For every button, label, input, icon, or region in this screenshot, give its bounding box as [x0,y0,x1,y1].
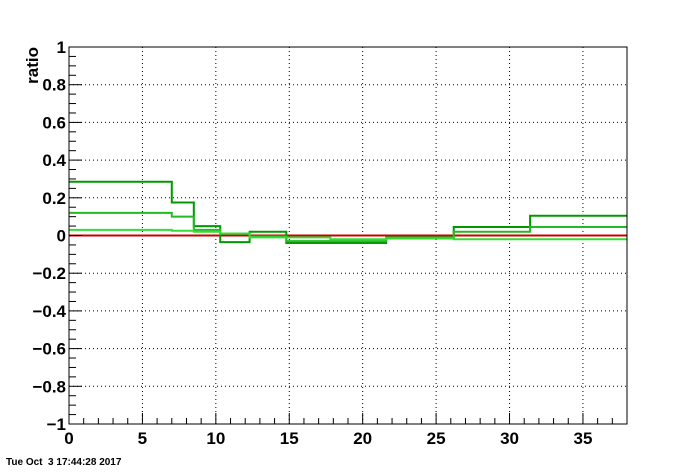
y-tick-label: 1 [57,38,66,57]
x-tick-label: 10 [206,429,225,448]
y-tick-label: −0.4 [32,302,66,321]
x-tick-label: 30 [500,429,519,448]
series-line-2 [69,180,627,245]
y-tick-label: 0.6 [42,113,66,132]
x-axis-ticks: 0 5 10 15 20 25 30 35 [64,413,628,448]
y-axis-label: ratio [23,47,42,84]
series-group [69,180,627,245]
y-tick-label: 0 [57,227,66,246]
y-tick-label: −0.8 [32,377,66,396]
y-tick-label: −0.2 [32,264,66,283]
y-tick-label: 0.8 [42,76,66,95]
series-line-4 [69,228,627,241]
x-tick-label: 5 [138,429,147,448]
x-tick-label: 25 [427,429,446,448]
y-axis-ticks: −1 −0.8 −0.6 −0.4 −0.2 0 0.2 0.4 0.6 0.8 1 [32,38,82,434]
y-tick-label: 0.4 [42,151,66,170]
y-tick-label: −1 [47,415,66,434]
series-line-3 [69,211,627,243]
x-tick-label: 20 [353,429,372,448]
y-tick-label: −0.6 [32,340,66,359]
y-tick-label: 0.2 [42,189,66,208]
x-tick-label: 15 [280,429,299,448]
x-tick-label: 35 [573,429,592,448]
timestamp: Tue Oct 3 17:44:28 2017 [6,457,122,468]
x-tick-label: 0 [64,429,73,448]
